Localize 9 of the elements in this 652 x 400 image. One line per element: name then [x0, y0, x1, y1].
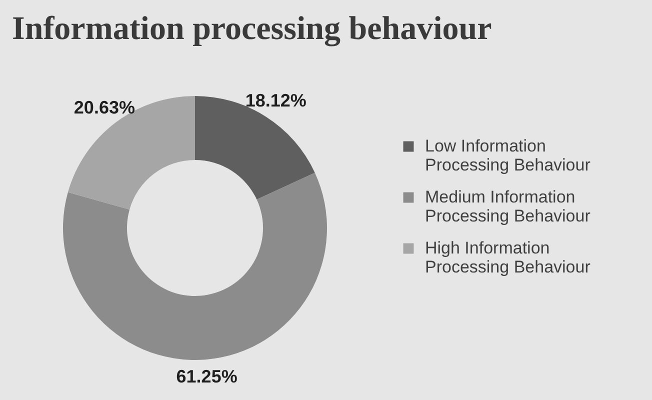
legend-label: High Information Processing Behaviour	[425, 238, 591, 276]
data-label: 18.12%	[245, 90, 306, 111]
data-label: 20.63%	[74, 97, 135, 118]
chart-title: Information processing behaviour	[12, 11, 492, 47]
donut-slice	[68, 96, 195, 210]
legend-label: Medium Information Processing Behaviour	[425, 188, 591, 226]
legend-label: Low Information Processing Behaviour	[425, 136, 591, 174]
data-label: 61.25%	[176, 366, 238, 387]
donut-slice	[63, 172, 327, 360]
